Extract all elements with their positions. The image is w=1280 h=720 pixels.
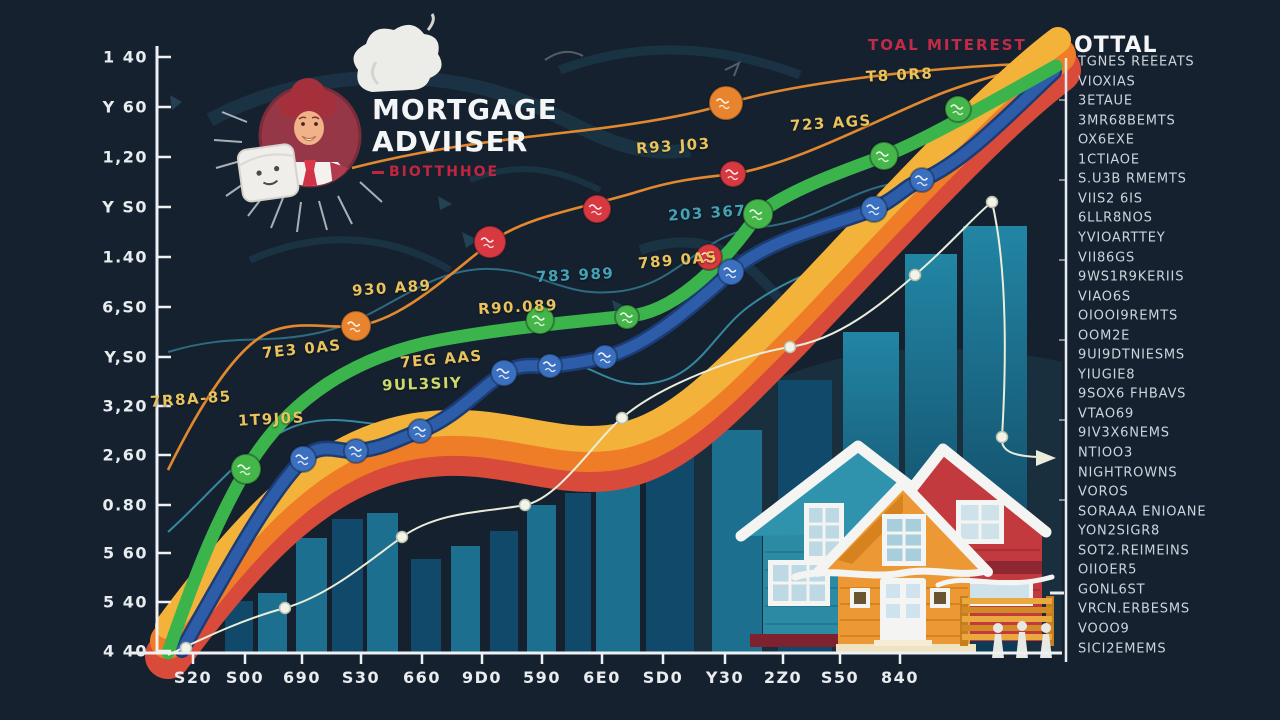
small-side-windows <box>850 588 950 608</box>
fence-trim-line <box>935 574 1055 588</box>
sidebar-pointer-arrowhead <box>1036 450 1056 466</box>
badge-glyph <box>414 432 426 438</box>
badge-glyph <box>701 252 715 258</box>
badge-glyph <box>718 104 730 110</box>
badge-glyph <box>350 452 362 458</box>
orange-house <box>791 478 993 652</box>
badge-glyph <box>716 98 730 104</box>
badge-glyph <box>914 175 929 181</box>
badge-glyph <box>498 374 510 380</box>
background-arrows <box>170 95 628 316</box>
badge-glyph <box>723 267 737 273</box>
badge-glyph <box>295 454 309 460</box>
data-point-badge <box>407 418 433 444</box>
axis-ticks <box>158 55 902 664</box>
badge-glyph <box>347 321 361 327</box>
badge-glyph <box>725 169 739 175</box>
bar <box>712 430 762 652</box>
badge-glyph <box>588 204 602 210</box>
sidebar-divider <box>1050 58 1068 662</box>
bar <box>527 505 556 652</box>
bar <box>565 493 591 652</box>
line-node-dot <box>615 411 629 425</box>
badge-glyph <box>412 426 427 432</box>
badge-glyph <box>297 460 309 466</box>
cloud-icon <box>353 13 442 92</box>
badge-glyph <box>239 470 251 476</box>
bar <box>490 531 518 652</box>
sky-sketch-arrows <box>544 50 741 77</box>
badge-glyph <box>952 110 964 116</box>
badge-glyph <box>237 464 251 470</box>
white-node-line <box>167 201 1056 656</box>
badge-glyph <box>751 215 763 221</box>
bar <box>332 519 363 652</box>
data-point-badge <box>592 344 618 370</box>
line-node-dot <box>995 430 1009 444</box>
axes <box>130 46 1062 655</box>
line-node-dot <box>908 268 922 282</box>
data-point-badge <box>537 353 563 379</box>
data-point-badge <box>343 438 369 464</box>
door-step <box>874 640 932 646</box>
red-upper-window <box>956 500 1004 544</box>
bar <box>451 546 480 652</box>
badge-glyph <box>875 151 889 157</box>
badge-glyph <box>349 327 361 333</box>
badge-glyph <box>597 352 612 358</box>
data-point-badge <box>614 304 640 330</box>
bar <box>296 538 327 652</box>
badge-glyph <box>727 175 739 181</box>
badge-glyph <box>703 258 715 264</box>
bar <box>411 559 441 652</box>
badge-glyph <box>544 367 556 373</box>
orange-house-trim <box>791 567 990 581</box>
badge-glyph <box>480 237 494 243</box>
badge-glyph <box>599 358 611 364</box>
badge-glyph <box>533 321 545 327</box>
line-node-dot <box>278 601 292 615</box>
badge-glyph <box>531 315 545 321</box>
badge-glyph <box>868 210 880 216</box>
badge-glyph <box>619 312 634 318</box>
badge-glyph <box>877 157 889 163</box>
orange-upper-window <box>882 514 926 566</box>
teal-house-red-base <box>750 634 854 647</box>
data-point-badges <box>230 85 972 485</box>
porch-base <box>836 644 976 652</box>
line-node-dot <box>783 340 797 354</box>
badge-glyph <box>916 181 928 187</box>
badge-glyph <box>749 209 763 215</box>
line-node-dots <box>179 195 1009 655</box>
badge-glyph <box>542 361 557 367</box>
badge-glyph <box>950 104 964 110</box>
line-node-dot <box>985 195 999 209</box>
adviser-badge <box>213 78 383 233</box>
house-illustration <box>735 440 1055 658</box>
badge-glyph <box>348 446 363 452</box>
badge-glyph <box>483 243 495 249</box>
calculator-cube <box>236 143 300 203</box>
line-node-dot <box>395 530 409 544</box>
line-node-dot <box>518 498 532 512</box>
badge-glyph <box>621 318 633 324</box>
badge-glyph <box>725 273 737 279</box>
badge-glyph <box>590 210 602 216</box>
data-point-badge <box>909 167 935 193</box>
badge-glyph <box>496 368 510 374</box>
front-door <box>880 578 926 642</box>
bar <box>258 593 287 652</box>
badge-glyph <box>866 204 880 210</box>
bar <box>367 513 398 652</box>
